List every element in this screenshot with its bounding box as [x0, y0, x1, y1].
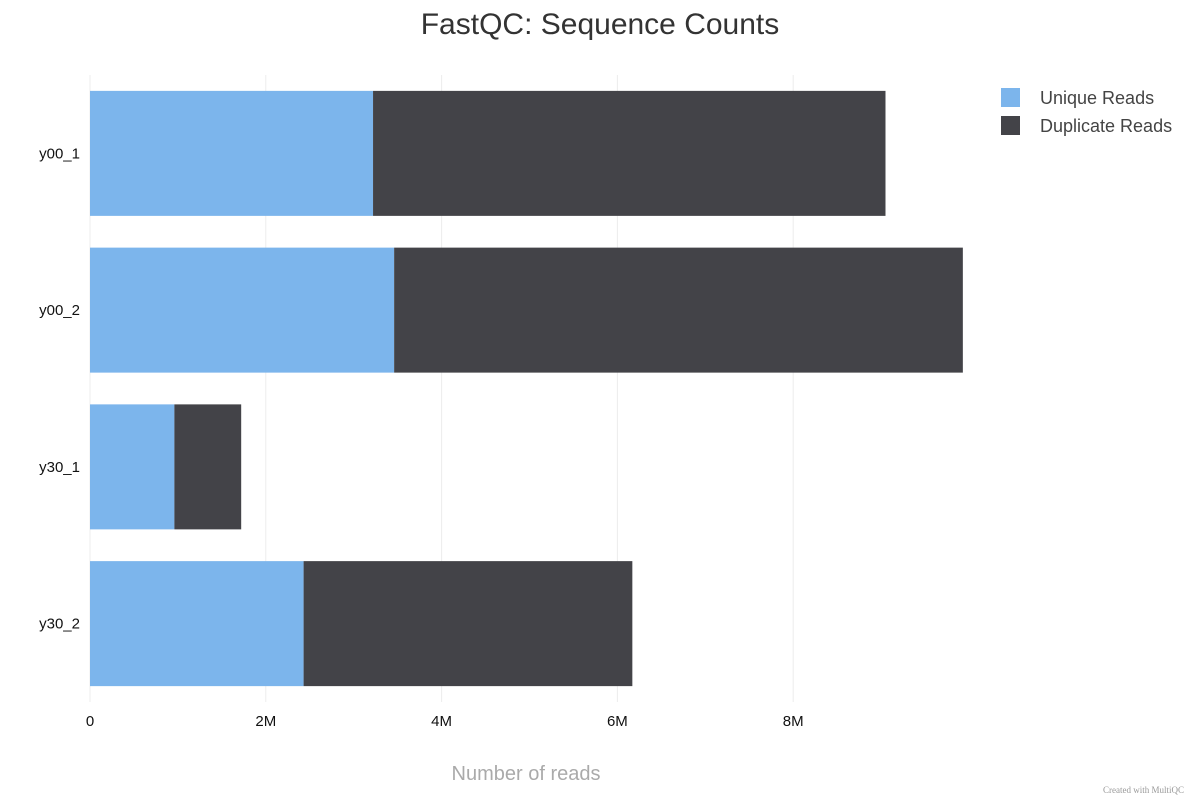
legend-label[interactable]: Duplicate Reads — [1040, 116, 1172, 136]
y-axis-ticks: y00_1 y00_2 y30_1 y30_2 — [39, 145, 80, 632]
credit-text: Created with MultiQC — [1103, 785, 1184, 795]
legend-swatch[interactable] — [1001, 116, 1020, 135]
legend-label[interactable]: Unique Reads — [1040, 88, 1154, 108]
bar-segment[interactable] — [373, 90, 886, 216]
x-axis-label: Number of reads — [452, 763, 601, 785]
bar-segment[interactable] — [90, 247, 395, 373]
bar-segment[interactable] — [90, 404, 175, 530]
bar-segment[interactable] — [90, 90, 374, 216]
y-tick-label: y30_1 — [39, 459, 80, 476]
bar-segment[interactable] — [90, 561, 304, 687]
legend[interactable]: Unique Reads Duplicate Reads — [1001, 88, 1172, 136]
x-axis-ticks: 0 2M 4M 6M 8M — [86, 713, 804, 730]
legend-swatch[interactable] — [1001, 88, 1020, 107]
x-tick-label: 8M — [783, 713, 804, 730]
bar-segment[interactable] — [174, 404, 242, 530]
x-tick-label: 4M — [431, 713, 452, 730]
x-tick-label: 2M — [255, 713, 276, 730]
y-tick-label: y00_2 — [39, 302, 80, 319]
x-tick-label: 0 — [86, 713, 94, 730]
y-tick-label: y30_2 — [39, 616, 80, 633]
bar-segment[interactable] — [394, 247, 963, 373]
bars — [90, 90, 963, 687]
y-tick-label: y00_1 — [39, 145, 80, 162]
x-tick-label: 6M — [607, 713, 628, 730]
bar-segment[interactable] — [303, 561, 633, 687]
chart-title: FastQC: Sequence Counts — [420, 8, 780, 41]
